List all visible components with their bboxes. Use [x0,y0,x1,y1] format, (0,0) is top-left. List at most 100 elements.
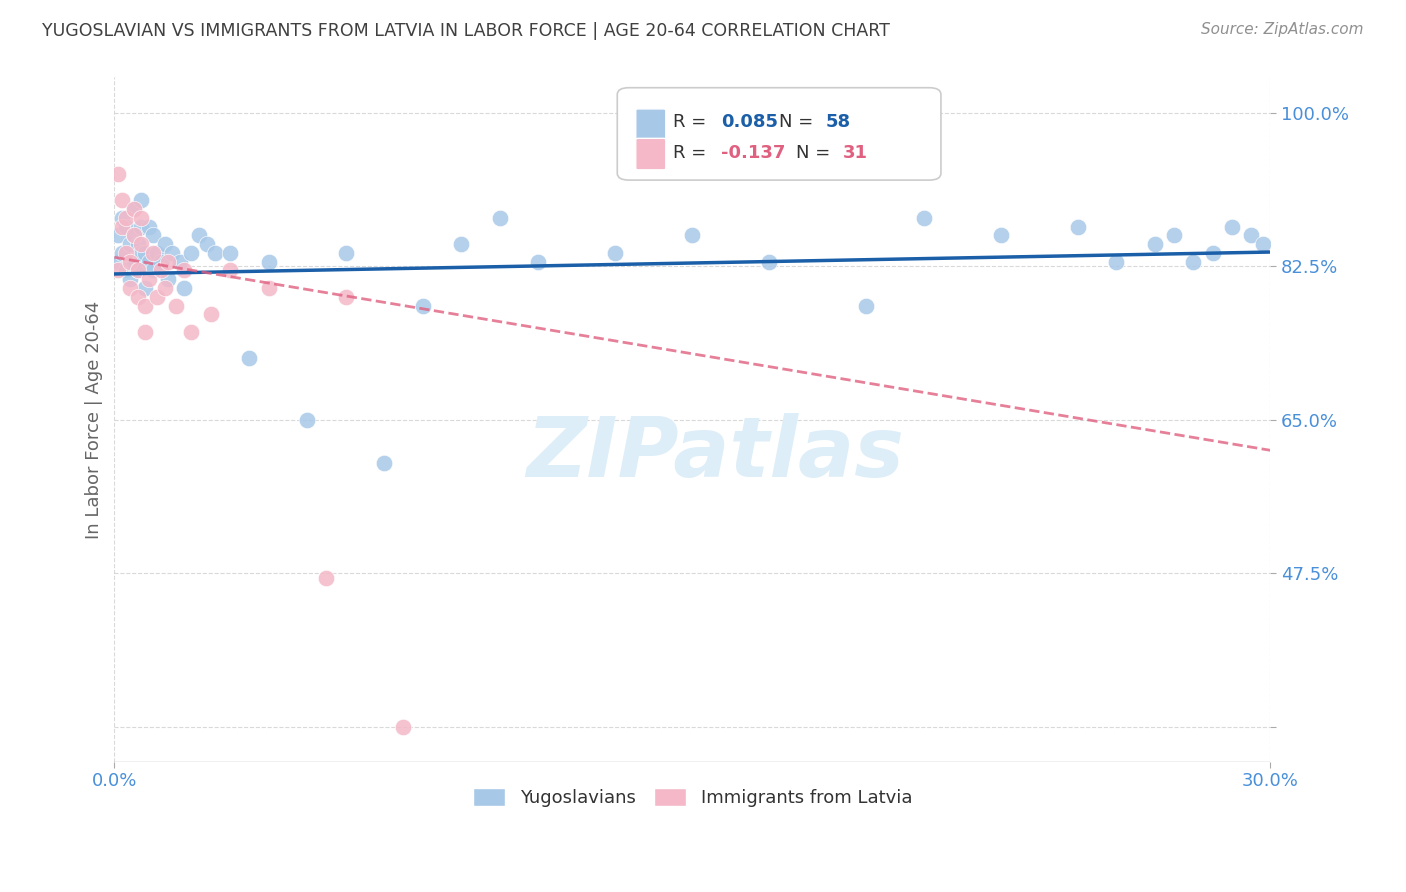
Point [204,246,226,260]
Point [1067,219,1090,234]
Point [219,263,242,277]
Point [373,457,395,471]
Point [115,211,138,225]
Point [138,219,160,234]
Point [681,228,703,243]
Point [295,412,318,426]
Point [1201,246,1223,260]
Point [131,211,153,225]
Point [165,299,187,313]
Point [527,254,550,268]
Point [115,219,138,234]
Point [1163,228,1185,243]
Point [1143,237,1166,252]
Point [138,272,160,286]
Point [127,263,149,277]
Point [335,246,357,260]
Y-axis label: In Labor Force | Age 20-64: In Labor Force | Age 20-64 [86,301,103,539]
Point [257,254,280,268]
Text: 58: 58 [825,113,851,131]
Point [315,570,337,584]
Point [122,202,145,216]
Text: N =: N = [779,113,813,131]
Point [118,272,141,286]
Point [173,263,195,277]
Point [200,307,222,321]
Text: R =: R = [672,144,711,161]
Point [118,237,141,252]
Point [131,219,153,234]
Point [180,246,202,260]
Text: Source: ZipAtlas.com: Source: ZipAtlas.com [1201,22,1364,37]
Point [127,290,149,304]
Point [153,237,176,252]
Point [488,211,510,225]
Point [758,254,780,268]
Point [1182,254,1205,268]
Point [131,194,153,208]
Point [134,281,156,295]
Point [219,246,242,260]
Point [605,246,627,260]
Point [157,272,180,286]
Point [238,351,260,366]
Point [118,281,141,295]
Text: N =: N = [796,144,831,161]
Point [107,263,129,277]
Point [111,211,134,225]
Point [257,281,280,295]
Point [111,219,134,234]
Text: ZIPatlаs: ZIPatlаs [527,413,904,494]
Text: YUGOSLAVIAN VS IMMIGRANTS FROM LATVIA IN LABOR FORCE | AGE 20-64 CORRELATION CHA: YUGOSLAVIAN VS IMMIGRANTS FROM LATVIA IN… [42,22,890,40]
Point [127,263,149,277]
Text: R =: R = [672,113,711,131]
Point [188,228,211,243]
Point [855,299,877,313]
Point [122,254,145,268]
Point [142,228,165,243]
Point [115,263,138,277]
Point [131,246,153,260]
Point [134,246,156,260]
Point [180,325,202,339]
Point [149,254,172,268]
Point [115,246,138,260]
FancyBboxPatch shape [636,109,666,140]
Point [1105,254,1128,268]
Point [1220,219,1243,234]
Point [160,246,183,260]
Point [153,281,176,295]
Point [131,237,153,252]
Point [122,228,145,243]
Point [111,246,134,260]
Point [122,228,145,243]
Point [392,720,415,734]
Text: 0.085: 0.085 [721,113,779,131]
Text: 31: 31 [842,144,868,161]
Point [173,281,195,295]
Point [157,254,180,268]
Legend: Yugoslavians, Immigrants from Latvia: Yugoslavians, Immigrants from Latvia [465,780,920,814]
Point [127,237,149,252]
Point [118,254,141,268]
Point [134,299,156,313]
Point [195,237,218,252]
Point [1240,228,1263,243]
FancyBboxPatch shape [636,138,666,169]
Point [1251,237,1274,252]
Point [450,237,472,252]
Point [149,263,172,277]
Point [107,167,129,181]
Point [107,228,129,243]
Point [122,202,145,216]
Point [142,263,165,277]
Point [134,325,156,339]
Text: -0.137: -0.137 [721,144,786,161]
Point [169,254,191,268]
Point [107,254,129,268]
FancyBboxPatch shape [617,87,941,180]
Point [912,211,935,225]
Point [146,246,169,260]
Point [412,299,434,313]
Point [142,246,165,260]
